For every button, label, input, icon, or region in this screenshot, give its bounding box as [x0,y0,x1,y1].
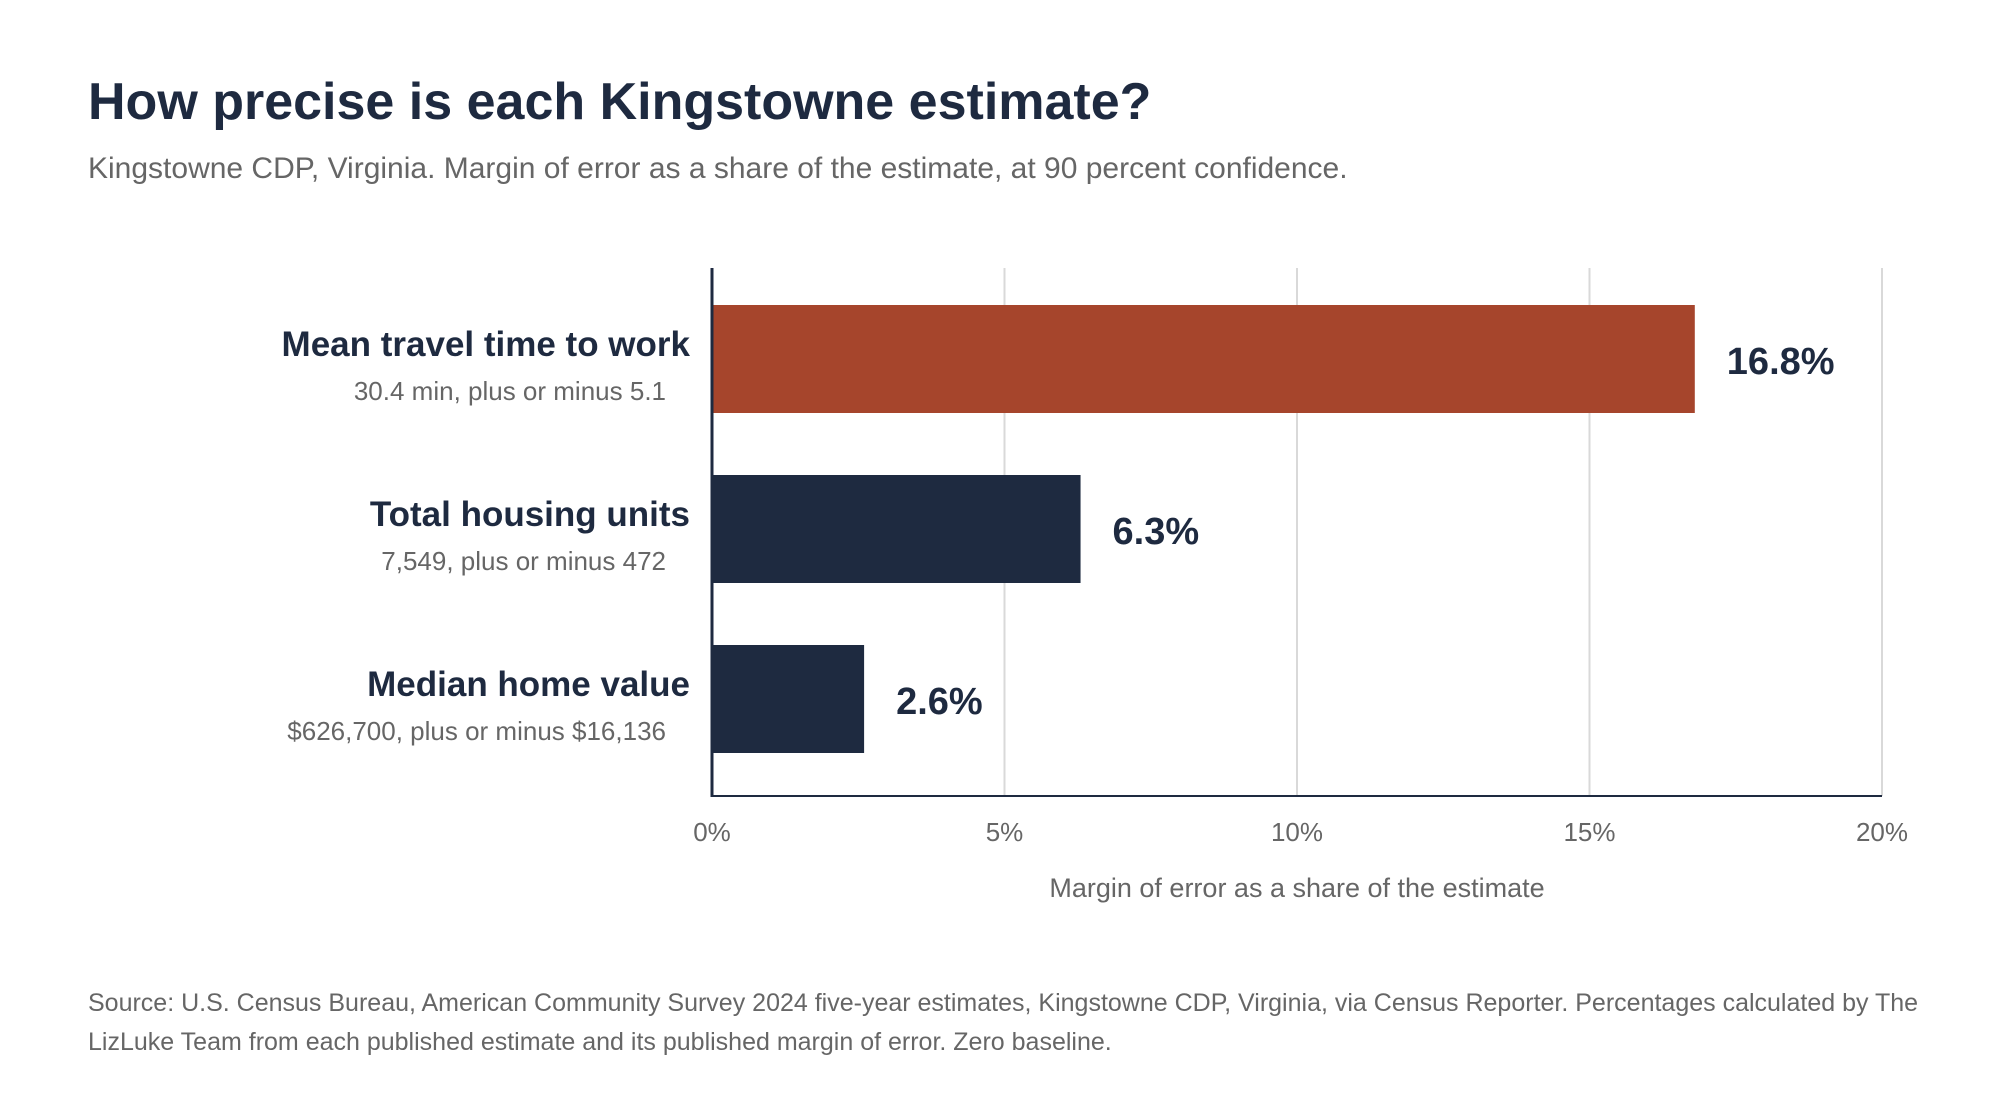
x-tick-label: 0% [693,817,731,847]
category-label: Total housing units [370,495,690,534]
bars [712,305,1695,753]
axes: 0% 5% 10% 15% 20% Margin of error as a share … [693,268,1908,903]
x-tick-label: 20% [1856,817,1908,847]
source-note: Source: U.S. Census Bureau, American Com… [88,989,1919,1056]
x-tick-label: 5% [986,817,1024,847]
x-tick-label: 15% [1563,817,1615,847]
category-label: Mean travel time to work [282,325,691,364]
bar [712,645,865,753]
value-label: 16.8% [1727,341,1835,383]
x-tick-label: 10% [1271,817,1323,847]
category-label: Median home value [367,665,690,704]
value-label: 2.6% [896,681,983,723]
x-axis-title: Margin of error as a share of the estima… [1049,873,1544,903]
bar-chart: 0% 5% 10% 15% 20% Margin of error as a share … [282,268,1908,903]
labels: Mean travel time to work 30.4 min, plus o… [282,325,1835,746]
bar [712,305,1695,413]
category-sublabel: $626,700, plus or minus $16,136 [287,716,666,746]
bar [712,475,1081,583]
chart-subtitle: Kingstowne CDP, Virginia. Margin of erro… [88,152,1348,185]
category-sublabel: 7,549, plus or minus 472 [381,546,666,576]
category-sublabel: 30.4 min, plus or minus 5.1 [354,376,666,406]
value-label: 6.3% [1113,511,1200,553]
chart-title: How precise is each Kingstowne estimate? [88,73,1152,131]
